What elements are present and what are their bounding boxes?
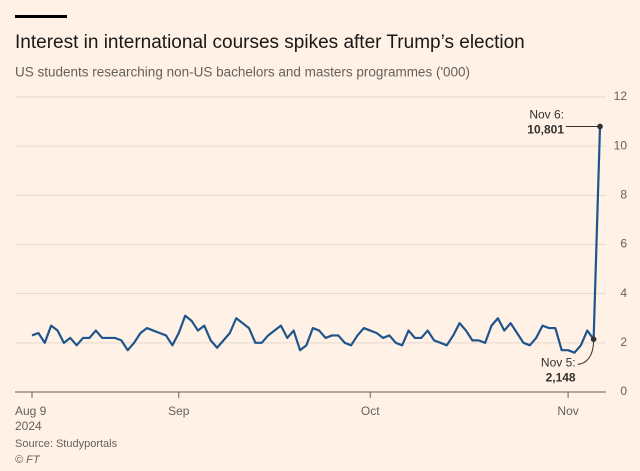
credit: © FT [15,454,41,466]
annotation-label: Nov 6: [529,108,564,122]
value-label: 2,148 [546,370,576,384]
annotation-label: Nov 5: [541,355,576,369]
x-tick-label: Sep [168,404,190,418]
line-series [31,126,602,354]
y-tick-label: 0 [620,384,627,398]
value-label: 10,801 [527,123,564,137]
x-tick-label: Oct [361,404,380,418]
source: Source: Studyportals [15,438,118,450]
x-year-label: 2024 [15,419,42,433]
y-tick-label: 12 [614,89,628,103]
y-tick-label: 6 [620,237,627,251]
x-tick-label: Aug 9 [15,404,47,418]
y-tick-label: 8 [620,188,627,202]
leader-line [577,339,595,365]
chart-title: Interest in international courses spikes… [15,32,525,53]
chart-subtitle: US students researching non-US bachelors… [15,65,470,80]
y-tick-label: 4 [620,286,627,300]
y-tick-label: 10 [614,138,628,152]
y-tick-label: 2 [620,335,627,349]
x-tick-label: Nov [557,404,578,418]
top-bar [15,15,67,18]
